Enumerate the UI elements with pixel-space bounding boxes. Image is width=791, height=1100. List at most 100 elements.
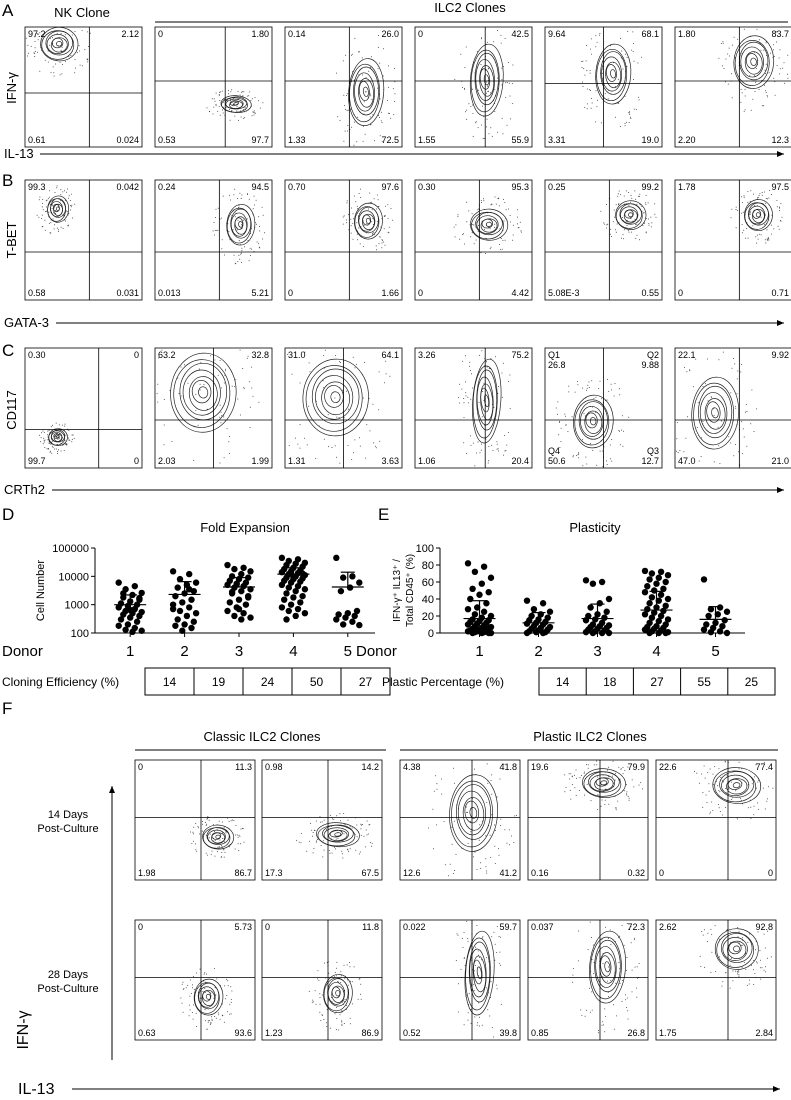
event-dot xyxy=(654,203,656,205)
event-dot xyxy=(632,31,634,33)
event-dot xyxy=(497,198,499,200)
contour xyxy=(230,212,248,237)
quadrant-percent: 0.013 xyxy=(158,288,181,298)
event-dot xyxy=(509,844,510,846)
event-dot xyxy=(629,113,631,115)
quadrant-percent: 32.8 xyxy=(251,350,269,360)
flow-plot xyxy=(24,26,143,148)
event-dot xyxy=(606,980,608,982)
event-dot xyxy=(340,820,341,822)
event-dot xyxy=(261,206,263,208)
event-dot xyxy=(182,1011,184,1013)
event-dot xyxy=(237,843,239,845)
contour xyxy=(755,212,761,218)
header: NK Clone xyxy=(54,5,110,20)
quadrant-percent: 1.78 xyxy=(678,182,696,192)
event-dot xyxy=(570,773,572,775)
event-dot xyxy=(71,434,73,436)
quadrant-percent: 1.23 xyxy=(265,1028,283,1038)
event-dot xyxy=(735,790,737,792)
event-dot xyxy=(34,56,36,57)
event-dot xyxy=(575,794,577,796)
event-dot xyxy=(513,842,515,843)
event-dot xyxy=(765,91,767,93)
event-dot xyxy=(207,1020,209,1022)
event-dot xyxy=(583,772,585,774)
event-dot xyxy=(369,192,371,194)
event-dot xyxy=(378,35,379,36)
contour xyxy=(720,933,753,963)
event-dot xyxy=(636,223,638,225)
x-tick-label: 1 xyxy=(475,643,483,660)
event-dot xyxy=(756,234,758,236)
event-dot xyxy=(74,59,76,61)
event-dot xyxy=(496,988,498,990)
event-dot xyxy=(294,437,296,439)
event-dot xyxy=(757,781,759,783)
event-dot xyxy=(321,821,323,823)
event-dot xyxy=(358,193,360,194)
event-dot xyxy=(741,363,743,365)
event-dot xyxy=(384,215,386,217)
event-dot xyxy=(499,244,501,245)
event-dot xyxy=(618,430,620,431)
event-dot xyxy=(503,454,504,456)
event-dot xyxy=(631,991,633,993)
event-dot xyxy=(645,231,647,233)
event-dot xyxy=(638,963,640,964)
event-dot xyxy=(51,37,53,39)
event-dot xyxy=(312,999,314,1001)
event-dot xyxy=(369,93,371,95)
event-dot xyxy=(86,31,88,33)
contour xyxy=(619,203,642,225)
data-point xyxy=(660,607,667,615)
event-dot xyxy=(330,837,332,839)
event-dot xyxy=(473,224,475,226)
event-dot xyxy=(698,460,700,462)
event-dot xyxy=(336,1018,338,1020)
event-dot xyxy=(222,101,224,103)
event-dot xyxy=(743,195,745,197)
event-dot xyxy=(237,198,239,199)
event-dot xyxy=(230,998,232,1000)
data-point xyxy=(480,608,488,615)
event-dot xyxy=(636,996,638,998)
event-dot xyxy=(584,794,585,796)
event-dot xyxy=(359,445,361,447)
event-dot xyxy=(328,446,329,448)
event-dot xyxy=(467,938,469,939)
event-dot xyxy=(713,408,715,410)
event-dot xyxy=(731,97,733,99)
contour xyxy=(601,56,623,92)
event-dot xyxy=(606,224,608,226)
event-dot xyxy=(243,91,245,93)
event-dot xyxy=(351,827,353,829)
quadrant-percent: 0 xyxy=(158,29,163,39)
flow-plot xyxy=(674,179,791,301)
event-dot xyxy=(596,760,598,762)
event-dot xyxy=(455,960,457,961)
event-dot xyxy=(626,224,628,226)
event-dot xyxy=(757,931,759,933)
data-point xyxy=(235,596,243,603)
event-dot xyxy=(350,225,352,227)
event-dot xyxy=(52,446,54,448)
event-dot xyxy=(498,197,500,199)
event-dot xyxy=(589,70,591,72)
event-dot xyxy=(470,444,472,446)
event-dot xyxy=(490,127,492,129)
event-dot xyxy=(564,774,566,776)
event-dot xyxy=(347,984,349,986)
contour xyxy=(595,43,632,105)
contour xyxy=(714,770,757,803)
event-dot xyxy=(779,210,781,211)
event-dot xyxy=(380,111,382,113)
event-dot xyxy=(743,28,745,30)
contour xyxy=(354,206,380,238)
event-dot xyxy=(343,964,345,966)
event-dot xyxy=(352,213,354,215)
quadrant-percent: 42.5 xyxy=(511,29,529,39)
event-dot xyxy=(696,427,698,428)
event-dot xyxy=(604,788,606,790)
event-dot xyxy=(494,845,496,847)
